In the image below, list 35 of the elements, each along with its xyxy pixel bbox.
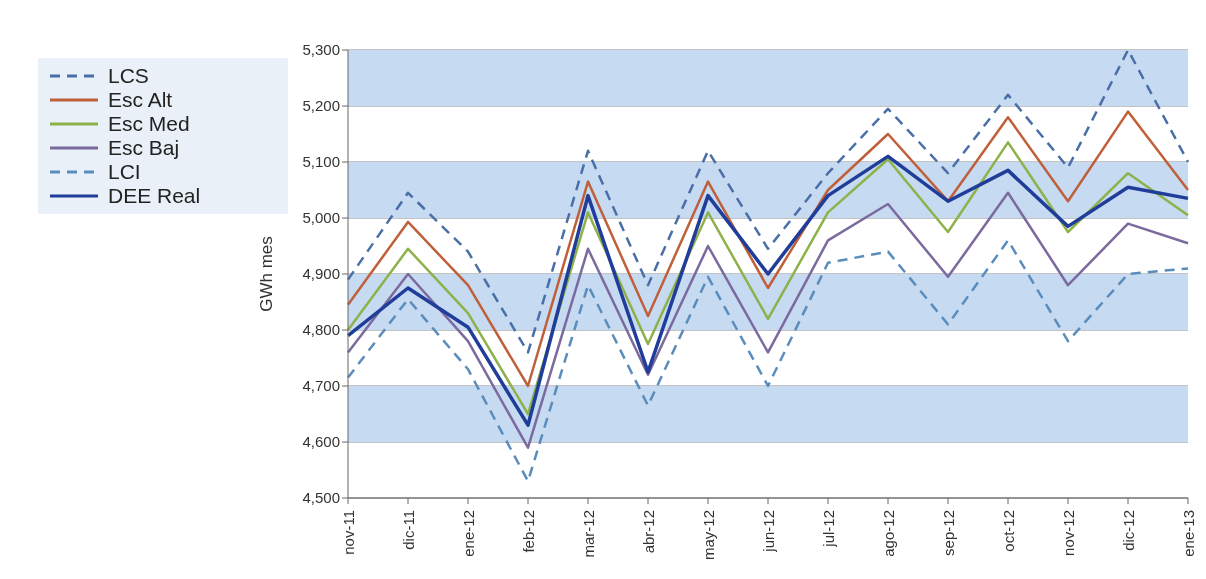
legend-label: Esc Alt — [108, 88, 173, 112]
x-tick-label: abr-12 — [639, 510, 657, 554]
x-tick-label: ene-12 — [459, 510, 477, 557]
y-tick-label: 4,500 — [302, 489, 340, 507]
line-series — [346, 110, 1190, 388]
x-tick-label: mar-12 — [579, 510, 597, 558]
x-tick-label: dic-11 — [399, 510, 417, 550]
x-tick-label: ene-13 — [1179, 510, 1197, 557]
y-tick-label: 4,900 — [302, 265, 340, 283]
line-series — [346, 191, 1190, 449]
y-tick-label: 5,100 — [302, 153, 340, 171]
y-tick-label: 5,200 — [302, 97, 340, 115]
y-tick-label: 4,600 — [302, 433, 340, 451]
x-tick-label: may-12 — [699, 510, 717, 561]
x-tick-label: nov-11 — [339, 510, 357, 555]
y-tick-label: 5,000 — [302, 209, 340, 227]
y-axis-title: GWh mes — [257, 236, 277, 312]
y-tick-label: 4,800 — [302, 321, 340, 339]
x-tick-label: jul-12 — [819, 510, 837, 548]
x-tick-label: nov-12 — [1059, 510, 1077, 556]
x-tick-label: oct-12 — [999, 510, 1017, 552]
y-tick-label: 5,300 — [302, 41, 340, 59]
line-series — [346, 239, 1190, 483]
legend-label: LCS — [108, 64, 149, 88]
x-tick-label: ago-12 — [879, 510, 897, 557]
legend-label: Esc Baj — [108, 136, 180, 160]
x-tick-label: dic-12 — [1119, 510, 1137, 551]
x-tick-label: feb-12 — [519, 510, 537, 553]
legend-label: LCI — [108, 160, 141, 184]
legend-label: Esc Med — [108, 112, 190, 136]
line-series — [346, 50, 1190, 354]
y-tick-label: 4,700 — [302, 377, 340, 395]
x-tick-label: sep-12 — [939, 510, 957, 556]
legend-label: DEE Real — [108, 184, 201, 208]
x-tick-label: jun-12 — [759, 510, 777, 553]
